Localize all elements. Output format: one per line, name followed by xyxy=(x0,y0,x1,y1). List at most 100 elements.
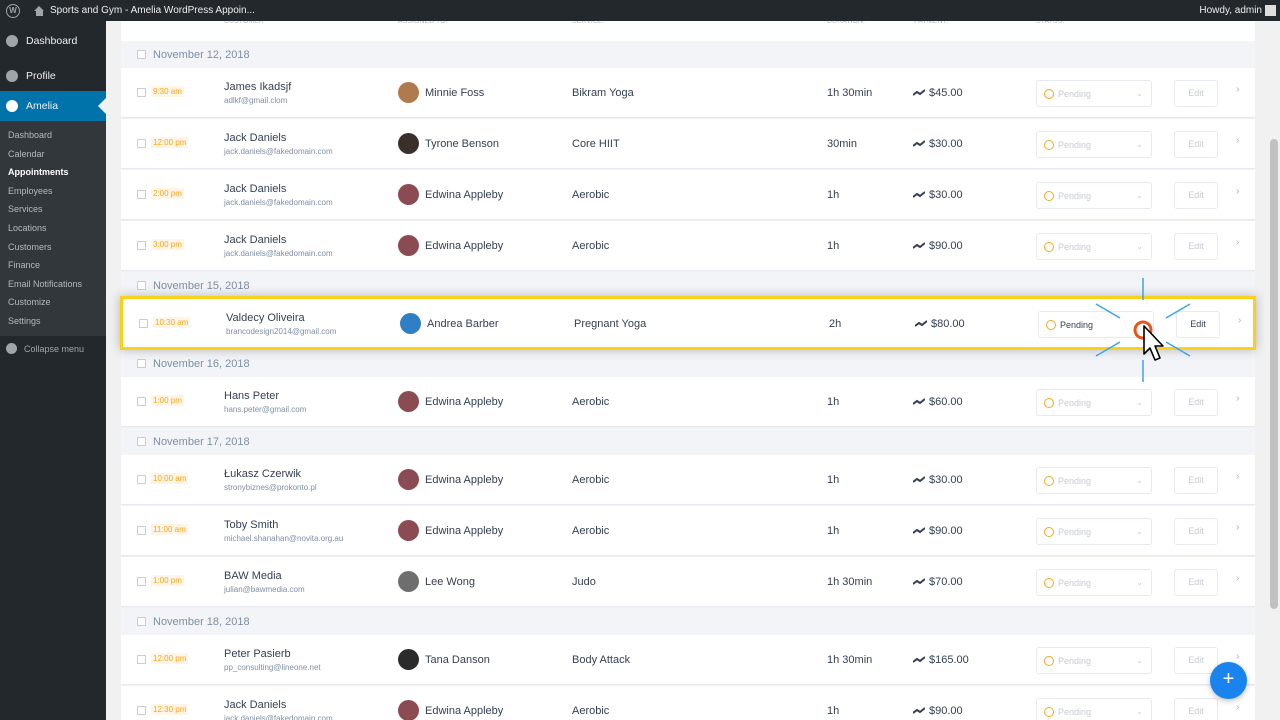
site-name-link[interactable]: Sports and Gym - Amelia WordPress Appoin… xyxy=(50,5,255,16)
howdy-user-link[interactable]: Howdy, admin xyxy=(1199,5,1262,16)
submenu-settings[interactable]: Settings xyxy=(8,315,41,326)
status-dropdown[interactable]: Pending ⌄ xyxy=(1036,698,1152,720)
row-checkbox[interactable] xyxy=(137,190,146,199)
collapse-menu-button[interactable]: Collapse menu xyxy=(0,336,106,362)
chevron-right-icon[interactable]: › xyxy=(1236,522,1240,533)
status-label: Pending xyxy=(1058,527,1092,537)
page-scrollbar[interactable] xyxy=(1268,21,1280,720)
row-checkbox[interactable] xyxy=(137,139,146,148)
row-checkbox[interactable] xyxy=(137,655,146,664)
user-avatar-icon[interactable] xyxy=(1265,5,1276,16)
status-dropdown[interactable]: Pending ⌄ xyxy=(1036,569,1152,596)
date-group-checkbox[interactable] xyxy=(137,50,146,59)
status-dropdown[interactable]: Pending ⌄ xyxy=(1036,233,1152,260)
row-checkbox[interactable] xyxy=(137,526,146,535)
submenu-appointments[interactable]: Appointments xyxy=(8,167,69,178)
chevron-right-icon[interactable]: › xyxy=(1236,471,1240,482)
chevron-right-icon[interactable]: › xyxy=(1236,186,1240,197)
submenu-email-notifications[interactable]: Email Notifications xyxy=(8,278,83,289)
edit-button[interactable]: Edit xyxy=(1174,389,1218,416)
edit-button[interactable]: Edit xyxy=(1174,698,1218,720)
status-label: Pending xyxy=(1058,398,1092,408)
status-dropdown[interactable]: Pending ⌄ xyxy=(1036,389,1152,416)
chevron-right-icon[interactable]: › xyxy=(1236,237,1240,248)
payment-value: $30.00 xyxy=(929,474,963,486)
employee-name: Tana Danson xyxy=(425,654,490,666)
submenu-customers[interactable]: Customers xyxy=(8,241,52,252)
edit-button[interactable]: Edit xyxy=(1174,131,1218,158)
submenu-dashboard[interactable]: Dashboard xyxy=(8,130,53,140)
customer-name: Jack Daniels xyxy=(224,183,287,195)
status-dropdown[interactable]: Pending ⌄ xyxy=(1036,131,1152,158)
date-group-checkbox[interactable] xyxy=(137,281,146,290)
pending-status-icon xyxy=(1044,707,1054,717)
status-dropdown[interactable]: Pending ⌄ xyxy=(1036,467,1152,494)
row-checkbox[interactable] xyxy=(139,319,148,328)
table-row[interactable]: 1:00 pm Hans Peter hans.peter@gmail.com Edw… xyxy=(121,377,1255,427)
chevron-right-icon[interactable]: › xyxy=(1236,651,1240,662)
table-row[interactable]: 12:30 pm Jack Daniels jack.daniels@fakedom… xyxy=(121,686,1255,720)
edit-button[interactable]: Edit xyxy=(1174,233,1218,260)
submenu-finance[interactable]: Finance xyxy=(8,260,41,271)
status-dropdown[interactable]: Pending ⌄ xyxy=(1036,518,1152,545)
table-row[interactable]: 3:00 pm Jack Daniels jack.daniels@fakedoma… xyxy=(121,221,1255,271)
table-row[interactable]: 12:00 pm Jack Daniels jack.daniels@fakedom… xyxy=(121,119,1255,169)
table-row-selected[interactable]: 10:30 am Valdecy Oliveira brancodesign2014… xyxy=(120,296,1256,350)
payment-cash-icon xyxy=(913,89,925,96)
table-row[interactable]: 9:30 am James Ikadsjf adlkf@gmail.clom Minn… xyxy=(121,68,1255,118)
chevron-right-icon[interactable]: › xyxy=(1236,393,1240,404)
row-checkbox[interactable] xyxy=(137,475,146,484)
chevron-right-icon[interactable]: › xyxy=(1236,135,1240,146)
date-group-checkbox[interactable] xyxy=(137,437,146,446)
chevron-right-icon[interactable]: › xyxy=(1236,702,1240,713)
submenu-calendar[interactable]: Calendar xyxy=(8,148,45,159)
status-dropdown[interactable]: Pending ⌄ xyxy=(1036,647,1152,674)
chevron-right-icon[interactable]: › xyxy=(1236,573,1240,584)
edit-button[interactable]: Edit xyxy=(1174,182,1218,209)
scrollbar-thumb[interactable] xyxy=(1270,139,1278,609)
submenu-customize[interactable]: Customize xyxy=(8,297,51,308)
table-header: CUSTOMER ASSIGNED TO: SERVICE: DURATION:… xyxy=(121,18,1255,41)
table-row[interactable]: 12:00 pm Peter Pasierb pp_consulting@lineo… xyxy=(121,635,1255,685)
chevron-right-icon[interactable]: › xyxy=(1238,315,1242,326)
service-name: Aerobic xyxy=(572,240,610,252)
table-row[interactable]: 1:00 pm BAW Media julian@bawmedia.com Lee W… xyxy=(121,557,1255,607)
sidebar-item-amelia[interactable]: Amelia xyxy=(0,91,106,121)
submenu-employees[interactable]: Employees xyxy=(8,185,53,196)
date-group-checkbox[interactable] xyxy=(137,359,146,368)
row-checkbox[interactable] xyxy=(137,577,146,586)
wordpress-logo-icon[interactable]: W xyxy=(6,3,20,18)
edit-button[interactable]: Edit xyxy=(1174,518,1218,545)
sidebar-item-profile[interactable]: Profile xyxy=(0,61,106,91)
chevron-right-icon[interactable]: › xyxy=(1236,84,1240,95)
row-checkbox[interactable] xyxy=(137,397,146,406)
submenu-services[interactable]: Services xyxy=(8,204,43,215)
date-group-checkbox[interactable] xyxy=(137,617,146,626)
row-checkbox[interactable] xyxy=(137,88,146,97)
duration-value: 1h xyxy=(827,396,840,408)
edit-button[interactable]: Edit xyxy=(1174,467,1218,494)
table-row[interactable]: 2:00 pm Jack Daniels jack.daniels@fakedoma… xyxy=(121,170,1255,220)
status-dropdown[interactable]: Pending ⌄ xyxy=(1036,182,1152,209)
row-checkbox[interactable] xyxy=(137,706,146,715)
status-dropdown[interactable]: Pending ⌄ xyxy=(1036,80,1152,107)
date-label: November 15, 2018 xyxy=(153,279,250,292)
table-row[interactable]: 10:00 am Łukasz Czerwik stronybiznes@proko… xyxy=(121,455,1255,505)
duration-value: 1h 30min xyxy=(827,87,873,99)
home-icon[interactable] xyxy=(34,5,45,16)
status-dropdown[interactable]: Pending ⌄ xyxy=(1038,311,1154,338)
payment-cash-icon xyxy=(913,140,925,147)
edit-button[interactable]: Edit xyxy=(1176,311,1220,338)
pending-status-icon xyxy=(1044,89,1054,99)
add-appointment-button[interactable]: + xyxy=(1210,662,1247,699)
employee-name: Andrea Barber xyxy=(427,318,499,330)
submenu-locations[interactable]: Locations xyxy=(8,222,47,233)
table-row[interactable]: 11:00 am Toby Smith michael.shanahan@novit… xyxy=(121,506,1255,556)
edit-button[interactable]: Edit xyxy=(1174,647,1218,674)
row-checkbox[interactable] xyxy=(137,241,146,250)
sidebar-item-dashboard[interactable]: Dashboard xyxy=(0,21,106,61)
customer-name: BAW Media xyxy=(224,570,282,582)
date-label: November 16, 2018 xyxy=(153,357,250,370)
edit-button[interactable]: Edit xyxy=(1174,80,1218,107)
edit-button[interactable]: Edit xyxy=(1174,569,1218,596)
